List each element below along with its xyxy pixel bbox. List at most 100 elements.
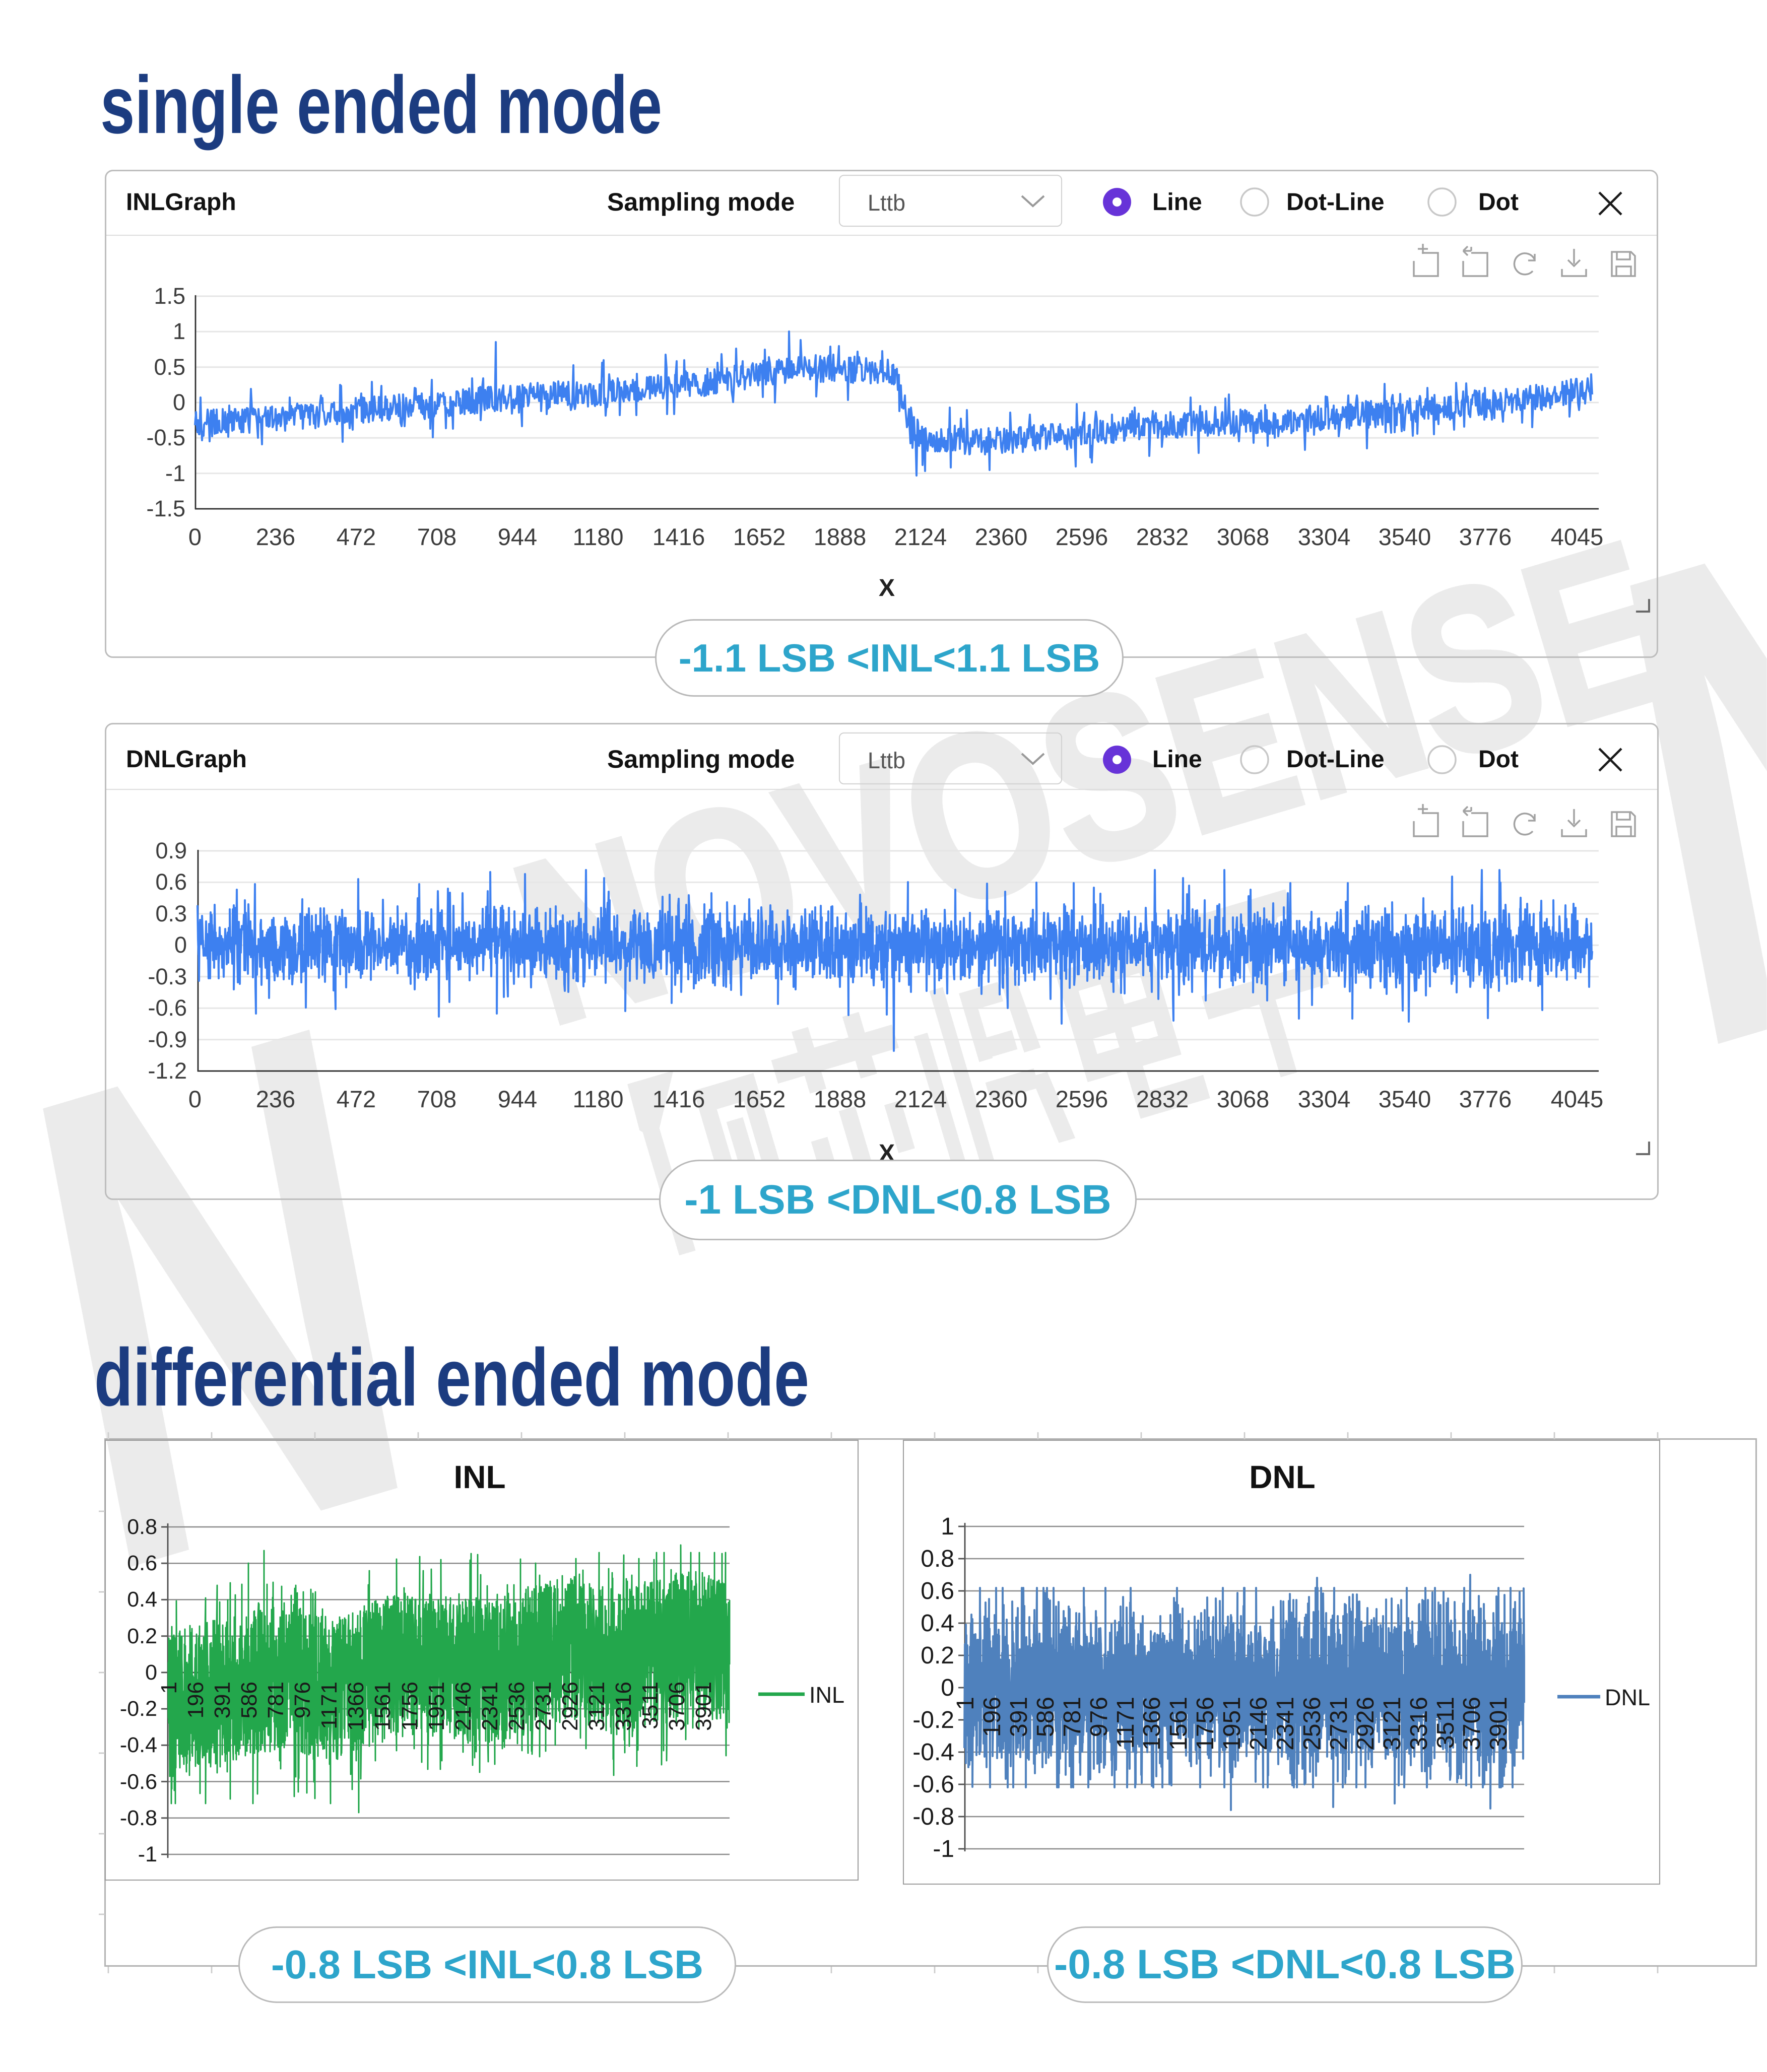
svg-text:4045: 4045	[1551, 523, 1604, 550]
svg-text:1652: 1652	[733, 523, 786, 550]
svg-text:3316: 3316	[611, 1682, 636, 1731]
svg-text:2536: 2536	[504, 1682, 529, 1731]
svg-text:1.5: 1.5	[154, 283, 185, 309]
svg-text:0.3: 0.3	[155, 901, 187, 926]
svg-text:1180: 1180	[572, 1086, 623, 1112]
svg-text:0: 0	[173, 389, 185, 415]
svg-text:3511: 3511	[638, 1682, 663, 1729]
svg-text:0.2: 0.2	[127, 1624, 157, 1648]
svg-text:1888: 1888	[814, 1086, 867, 1112]
svg-text:1171: 1171	[1112, 1697, 1139, 1749]
svg-text:3304: 3304	[1298, 523, 1351, 550]
svg-text:-1.5: -1.5	[146, 496, 185, 521]
svg-text:X: X	[879, 575, 895, 601]
svg-text:2341: 2341	[1272, 1697, 1299, 1751]
svg-text:2926: 2926	[1352, 1697, 1379, 1751]
svg-text:472: 472	[337, 1086, 376, 1112]
svg-text:1: 1	[941, 1513, 954, 1540]
svg-text:2360: 2360	[975, 523, 1028, 550]
svg-text:-0.6: -0.6	[148, 995, 187, 1021]
svg-text:0: 0	[188, 523, 202, 550]
svg-text:3121: 3121	[1379, 1697, 1406, 1751]
svg-text:3706: 3706	[665, 1682, 689, 1731]
svg-text:2926: 2926	[558, 1682, 582, 1731]
svg-text:976: 976	[1086, 1697, 1112, 1737]
svg-text:0: 0	[941, 1675, 954, 1701]
svg-text:391: 391	[1006, 1697, 1032, 1737]
svg-text:2124: 2124	[894, 1086, 947, 1112]
svg-text:781: 781	[1059, 1697, 1086, 1737]
svg-text:-0.2: -0.2	[120, 1697, 157, 1721]
svg-text:708: 708	[417, 523, 456, 550]
svg-text:586: 586	[237, 1682, 261, 1718]
svg-text:944: 944	[498, 523, 537, 550]
svg-text:0.6: 0.6	[155, 869, 187, 895]
svg-text:708: 708	[417, 1086, 456, 1112]
svg-text:3068: 3068	[1217, 523, 1270, 550]
svg-text:DNL: DNL	[1605, 1685, 1650, 1710]
svg-text:781: 781	[264, 1682, 288, 1718]
svg-text:-1: -1	[933, 1836, 954, 1862]
svg-text:3304: 3304	[1298, 1086, 1351, 1112]
svg-text:1: 1	[173, 318, 185, 344]
svg-text:3776: 3776	[1459, 1086, 1512, 1112]
svg-text:2146: 2146	[451, 1682, 476, 1731]
svg-text:3068: 3068	[1217, 1086, 1270, 1112]
svg-text:2341: 2341	[478, 1682, 502, 1731]
svg-text:3540: 3540	[1379, 523, 1431, 550]
svg-text:-0.4: -0.4	[120, 1733, 157, 1757]
svg-text:1416: 1416	[652, 523, 705, 550]
svg-text:3901: 3901	[1485, 1697, 1512, 1751]
svg-text:2832: 2832	[1136, 1086, 1189, 1112]
svg-text:3776: 3776	[1459, 523, 1512, 550]
svg-text:0.2: 0.2	[921, 1642, 954, 1669]
svg-text:0.4: 0.4	[921, 1610, 954, 1637]
svg-text:1: 1	[157, 1682, 181, 1694]
svg-text:944: 944	[498, 1086, 537, 1112]
svg-text:0.5: 0.5	[154, 354, 185, 380]
svg-text:1951: 1951	[424, 1682, 449, 1731]
svg-text:0.9: 0.9	[155, 838, 187, 863]
svg-text:2832: 2832	[1136, 523, 1189, 550]
svg-text:2596: 2596	[1056, 1086, 1108, 1112]
svg-text:-0.3: -0.3	[148, 964, 187, 989]
svg-text:2731: 2731	[1326, 1697, 1352, 1751]
svg-text:1171: 1171	[317, 1682, 342, 1729]
svg-text:0.8: 0.8	[127, 1515, 157, 1539]
svg-text:-0.4: -0.4	[912, 1739, 954, 1766]
svg-text:1366: 1366	[1139, 1697, 1165, 1751]
svg-text:196: 196	[183, 1682, 208, 1718]
svg-text:0: 0	[188, 1086, 202, 1112]
svg-text:3901: 3901	[691, 1682, 716, 1731]
svg-text:-0.8: -0.8	[120, 1806, 157, 1830]
svg-text:2146: 2146	[1246, 1697, 1272, 1751]
svg-text:391: 391	[210, 1682, 235, 1718]
svg-text:-1.2: -1.2	[148, 1058, 187, 1084]
svg-text:586: 586	[1032, 1697, 1059, 1737]
svg-text:1756: 1756	[1192, 1697, 1219, 1751]
svg-text:1: 1	[952, 1697, 979, 1710]
svg-text:1561: 1561	[370, 1682, 395, 1731]
svg-text:0: 0	[145, 1660, 157, 1685]
svg-text:3540: 3540	[1379, 1086, 1431, 1112]
svg-text:3316: 3316	[1406, 1697, 1432, 1751]
svg-text:1180: 1180	[572, 523, 623, 550]
svg-text:1652: 1652	[733, 1086, 786, 1112]
svg-text:-1: -1	[165, 460, 185, 486]
svg-text:-0.6: -0.6	[912, 1771, 954, 1798]
svg-text:1561: 1561	[1165, 1697, 1192, 1751]
svg-text:1756: 1756	[398, 1682, 422, 1731]
svg-text:2536: 2536	[1299, 1697, 1326, 1751]
svg-text:4045: 4045	[1551, 1086, 1604, 1112]
svg-text:0.6: 0.6	[127, 1551, 157, 1575]
svg-text:-0.2: -0.2	[912, 1707, 954, 1733]
svg-text:3121: 3121	[584, 1682, 609, 1731]
svg-text:2731: 2731	[531, 1682, 556, 1731]
svg-text:1416: 1416	[652, 1086, 705, 1112]
svg-text:-1: -1	[138, 1842, 157, 1866]
svg-text:-0.9: -0.9	[148, 1027, 187, 1052]
svg-text:3706: 3706	[1459, 1697, 1485, 1751]
svg-text:0.8: 0.8	[921, 1546, 954, 1572]
svg-text:-0.5: -0.5	[146, 425, 185, 450]
svg-text:472: 472	[337, 523, 376, 550]
